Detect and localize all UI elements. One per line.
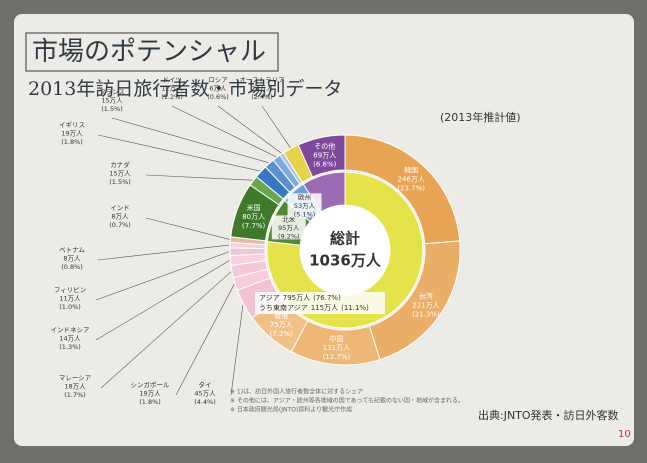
slice-label: ベトナム — [59, 246, 85, 254]
slice-label: フランス — [99, 88, 125, 96]
slice-label: その他 — [314, 142, 335, 151]
slice-value-label: (7.2%) — [270, 330, 294, 338]
slice-label: インド — [110, 204, 130, 212]
center-total: 1036万人 — [309, 252, 382, 270]
slice-value-label: (5.1%) — [294, 210, 316, 218]
slice-value-label: 246万人 — [397, 175, 424, 183]
footnote: ※ 日本政府観光局(JNTO)資料より観光庁作成 — [230, 406, 352, 414]
slice-value-label: (2.4%) — [251, 93, 273, 101]
slice-value-label: (1.8%) — [61, 138, 83, 146]
footnote: ※ その他には、アジア・欧州等各地域の国であっても記載のない国・地域が含まれる。 — [230, 397, 464, 405]
slice-value-label: 8万人 — [111, 213, 129, 221]
inner-label-part: うち東南アジア — [259, 303, 308, 312]
slice-value-label: 15万人 — [101, 97, 123, 105]
slice-value-label: (1.7%) — [64, 391, 86, 399]
slice-value-label: (4.4%) — [194, 398, 216, 406]
slice-value-label: 24万人 — [251, 85, 273, 93]
slice-label: 欧州 — [298, 192, 311, 201]
subtitle: 2013年訪日旅行者数・市場別データ — [28, 78, 342, 100]
inner-label-part: 795万人 — [283, 294, 310, 302]
slice-value-label: 6万人 — [209, 85, 227, 93]
inner-label-part: アジア — [259, 294, 280, 302]
slice-value-label: 75万人 — [270, 321, 293, 329]
slice-value-label: (0.8%) — [61, 263, 83, 271]
slice-value-label: 80万人 — [242, 213, 265, 221]
chart-note: (2013年推計値) — [440, 110, 521, 124]
title: 市場のポテンシャル — [32, 37, 266, 67]
slice-value-label: (1.2%) — [161, 93, 183, 101]
inner-label-part: 115万人 — [311, 304, 338, 312]
slice-label: ドイツ — [162, 76, 182, 84]
slice-label: カナダ — [110, 160, 130, 169]
slice-value-label: (0.6%) — [207, 93, 229, 101]
slice-label: 台湾 — [419, 291, 433, 300]
page: 市場のポテンシャル 2013年訪日旅行者数・市場別データ (2013年推計値) … — [0, 0, 647, 463]
slice-value-label: 95万人 — [278, 224, 300, 232]
slice-label: マレーシア — [59, 374, 92, 382]
slice-value-label: (0.7%) — [109, 221, 131, 229]
slice-value-label: 221万人 — [412, 301, 439, 309]
slice-label: 中国 — [329, 334, 343, 343]
slice-value-label: (6.6%) — [313, 161, 337, 169]
source: 出典:JNTO発表・訪日外客数 — [478, 408, 619, 422]
footnote: ※ 1)は、訪日外国人旅行者数全体に対するシェア — [230, 388, 363, 396]
slice-value-label: (9.2%) — [278, 232, 300, 240]
inner-label-part: (76.7%) — [313, 294, 341, 302]
slice-label: シンガポール — [131, 380, 171, 389]
center-label: 総計 — [330, 230, 360, 248]
slice-value-label: 15万人 — [109, 170, 131, 178]
slice-value-label: 11万人 — [59, 295, 81, 303]
slice-value-label: (1.0%) — [59, 303, 81, 311]
center-hole — [300, 205, 390, 295]
slice-label: イギリス — [59, 121, 85, 129]
slice-value-label: (1.5%) — [101, 105, 123, 113]
slice-value-label: (21.3%) — [412, 310, 440, 318]
slice-value-label: 53万人 — [294, 202, 316, 210]
inner-label-part: (11.1%) — [341, 304, 369, 312]
slice-value-label: 12万人 — [161, 85, 183, 93]
slice-value-label: 45万人 — [194, 390, 216, 398]
slice-value-label: 8万人 — [63, 255, 81, 263]
slice-value-label: 19万人 — [139, 390, 161, 398]
slice-label: フィリピン — [54, 286, 86, 294]
slice-value-label: (1.5%) — [109, 178, 131, 186]
slice-value-label: (7.7%) — [242, 222, 266, 230]
slice-value-label: (1.3%) — [59, 343, 81, 351]
slice-label: 米国 — [247, 203, 261, 212]
slice-label: 韓国 — [404, 165, 418, 174]
slice-value-label: (12.7%) — [323, 353, 351, 361]
slice-value-label: 131万人 — [323, 344, 350, 352]
slice-label: オーストラリア — [239, 76, 285, 84]
slice-value-label: 14万人 — [59, 335, 81, 343]
slice-label: インドネシア — [51, 326, 91, 334]
slice-value-label: 69万人 — [313, 152, 336, 160]
page-number: 10 — [618, 429, 631, 440]
slice-label: ロシア — [208, 76, 228, 84]
slice-value-label: (23.7%) — [397, 184, 425, 192]
slide: 市場のポテンシャル 2013年訪日旅行者数・市場別データ (2013年推計値) … — [0, 0, 647, 463]
slice-value-label: (1.8%) — [139, 398, 161, 406]
pie-slice — [230, 248, 265, 256]
slice-value-label: 18万人 — [64, 383, 86, 391]
slice-label: タイ — [199, 380, 212, 389]
slice-value-label: 19万人 — [61, 130, 83, 138]
